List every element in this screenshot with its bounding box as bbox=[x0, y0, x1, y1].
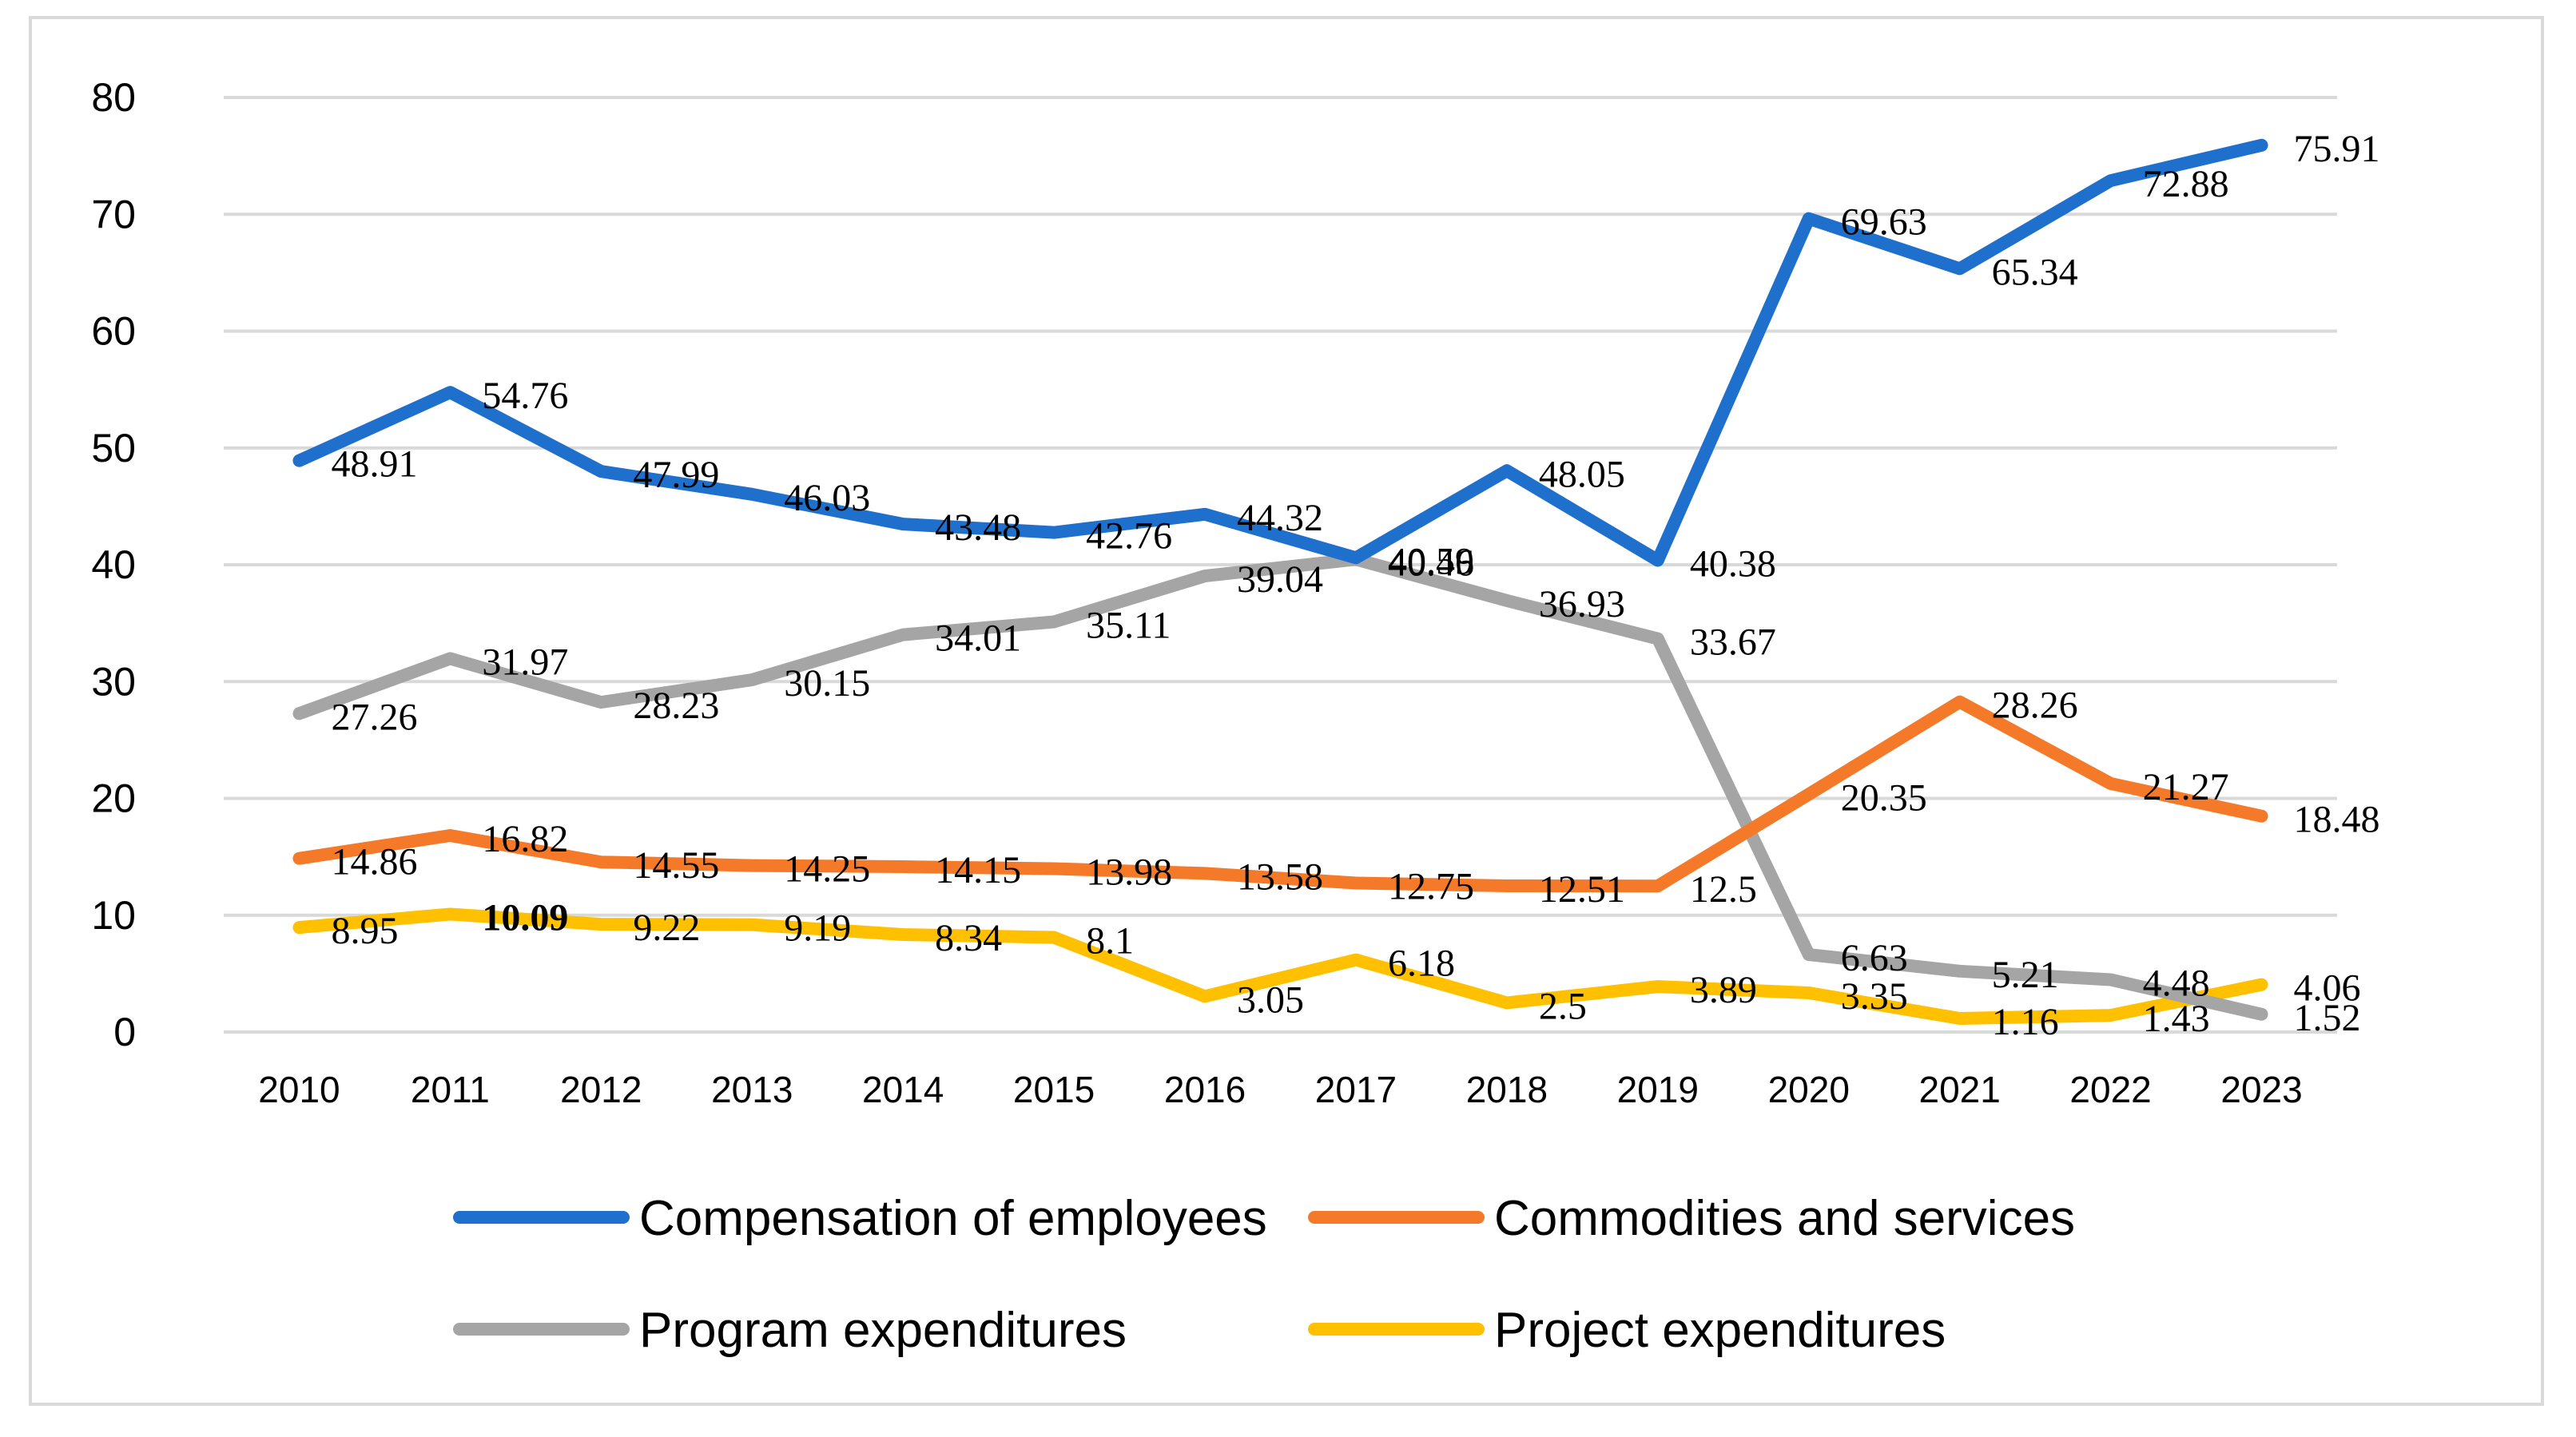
data-label: 13.58 bbox=[1237, 855, 1323, 898]
data-label: 33.67 bbox=[1690, 621, 1776, 664]
y-tick-label: 10 bbox=[91, 893, 136, 938]
y-tick-label: 80 bbox=[91, 75, 136, 120]
x-tick-label: 2016 bbox=[1164, 1069, 1246, 1110]
data-label: 40.59 bbox=[1388, 540, 1474, 582]
legend-label: Commodities and services bbox=[1494, 1191, 2075, 1246]
series-line-project-expenditures bbox=[292, 907, 2268, 1026]
data-label: 30.15 bbox=[784, 662, 870, 705]
data-label: 27.26 bbox=[331, 696, 417, 738]
series-lines bbox=[292, 138, 2268, 1026]
x-tick-label: 2012 bbox=[560, 1069, 642, 1110]
data-label: 3.05 bbox=[1237, 979, 1304, 1021]
y-tick-label: 40 bbox=[91, 542, 136, 587]
data-label: 16.82 bbox=[482, 818, 568, 860]
x-tick-label: 2022 bbox=[2069, 1069, 2151, 1110]
data-label: 14.25 bbox=[784, 848, 870, 891]
data-label: 2.5 bbox=[1539, 985, 1587, 1027]
data-label: 1.52 bbox=[2294, 997, 2361, 1039]
data-label: 72.88 bbox=[2143, 163, 2229, 205]
y-tick-label: 50 bbox=[91, 426, 136, 470]
data-label: 42.76 bbox=[1086, 515, 1172, 558]
x-tick-label: 2019 bbox=[1617, 1069, 1699, 1110]
data-label: 8.1 bbox=[1086, 920, 1134, 963]
data-label: 69.63 bbox=[1841, 201, 1927, 244]
x-tick-label: 2021 bbox=[1919, 1069, 2001, 1110]
data-label: 34.01 bbox=[935, 617, 1021, 660]
x-tick-label: 2014 bbox=[862, 1069, 944, 1110]
data-label: 47.99 bbox=[633, 454, 719, 496]
legend: Compensation of employees Commodities and… bbox=[453, 1191, 2075, 1358]
data-label: 12.5 bbox=[1690, 868, 1757, 911]
series-line-program-expenditures bbox=[292, 553, 2268, 1021]
data-label: 40.46 bbox=[1388, 542, 1474, 584]
y-tick-label: 0 bbox=[113, 1010, 136, 1054]
data-label: 1.43 bbox=[2143, 998, 2210, 1040]
data-label: 21.27 bbox=[2143, 766, 2229, 808]
y-tick-label: 20 bbox=[91, 776, 136, 821]
data-label: 4.48 bbox=[2143, 962, 2210, 1004]
data-label: 8.34 bbox=[935, 917, 1002, 959]
data-label: 3.35 bbox=[1841, 975, 1908, 1018]
data-label: 14.86 bbox=[331, 841, 417, 883]
x-tick-label: 2015 bbox=[1013, 1069, 1095, 1110]
data-label: 75.91 bbox=[2294, 128, 2380, 170]
data-label: 1.16 bbox=[1992, 1001, 2059, 1043]
y-axis-ticks: 0 10 20 30 40 50 60 70 80 bbox=[91, 75, 136, 1054]
x-tick-label: 2023 bbox=[2220, 1069, 2302, 1110]
x-tick-label: 2010 bbox=[258, 1069, 340, 1110]
data-label: 44.32 bbox=[1237, 497, 1323, 539]
data-label: 8.95 bbox=[331, 910, 398, 952]
data-label: 14.15 bbox=[935, 849, 1021, 891]
data-label: 65.34 bbox=[1992, 251, 2078, 293]
data-label: 48.05 bbox=[1539, 453, 1625, 495]
data-label: 43.48 bbox=[935, 506, 1021, 549]
x-axis-ticks: 2010 2011 2012 2013 2014 2015 2016 2017 2018 2019… bbox=[258, 1069, 2302, 1110]
data-label: 36.93 bbox=[1539, 583, 1625, 625]
data-label: 48.91 bbox=[331, 443, 417, 486]
data-label: 3.89 bbox=[1690, 969, 1757, 1011]
x-tick-label: 2020 bbox=[1768, 1069, 1850, 1110]
data-label: 13.98 bbox=[1086, 851, 1172, 894]
data-label: 54.76 bbox=[482, 375, 568, 417]
data-label: 10.09 bbox=[482, 896, 568, 939]
y-tick-label: 60 bbox=[91, 309, 136, 354]
legend-label: Program expenditures bbox=[639, 1303, 1127, 1358]
chart-frame: 0 10 20 30 40 50 60 70 80 2010 2011 2012 2013 2014 20… bbox=[29, 16, 2544, 1406]
data-label: 6.63 bbox=[1841, 937, 1908, 979]
data-label: 28.26 bbox=[1992, 685, 2078, 727]
data-label: 31.97 bbox=[482, 641, 568, 683]
data-label: 12.51 bbox=[1539, 868, 1625, 911]
legend-label: Project expenditures bbox=[1494, 1303, 1946, 1358]
series-line-commodities-and-services bbox=[292, 695, 2268, 893]
data-label: 28.23 bbox=[633, 685, 719, 727]
data-label: 14.55 bbox=[633, 844, 719, 887]
data-label: 40.38 bbox=[1690, 542, 1776, 585]
data-label: 46.03 bbox=[784, 477, 870, 519]
data-label: 5.21 bbox=[1992, 954, 2059, 996]
y-tick-label: 30 bbox=[91, 659, 136, 704]
data-label: 4.06 bbox=[2294, 967, 2361, 1010]
legend-label: Compensation of employees bbox=[639, 1191, 1267, 1246]
x-tick-label: 2017 bbox=[1315, 1069, 1397, 1110]
x-tick-label: 2013 bbox=[711, 1069, 793, 1110]
x-tick-label: 2018 bbox=[1466, 1069, 1548, 1110]
data-label: 9.22 bbox=[633, 907, 700, 949]
series-line-compensation-of-employees bbox=[292, 138, 2268, 567]
data-labels: 48.91 54.76 47.99 46.03 43.48 42.76 44.32 40.59… bbox=[331, 128, 2379, 1043]
data-label: 9.19 bbox=[784, 907, 851, 950]
x-tick-label: 2011 bbox=[411, 1069, 490, 1110]
data-label: 35.11 bbox=[1086, 605, 1171, 647]
data-label: 12.75 bbox=[1388, 866, 1474, 908]
data-label: 18.48 bbox=[2294, 799, 2380, 841]
data-label: 39.04 bbox=[1237, 558, 1323, 601]
data-label: 20.35 bbox=[1841, 776, 1927, 819]
data-label: 6.18 bbox=[1388, 943, 1455, 985]
y-tick-label: 70 bbox=[91, 192, 136, 236]
